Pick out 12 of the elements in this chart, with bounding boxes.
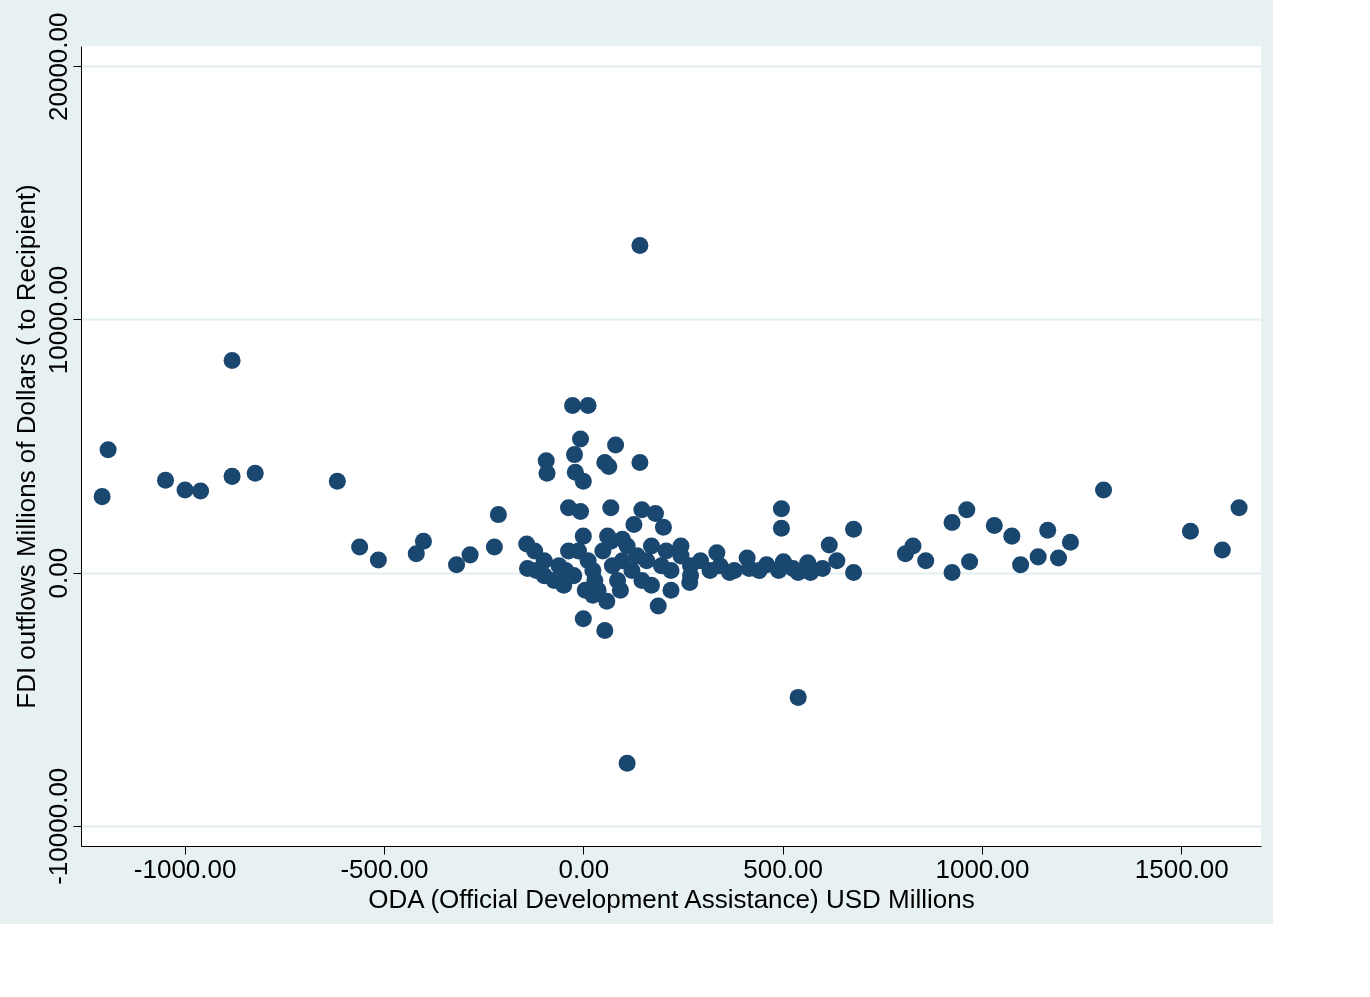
- y-tick-label: 10000.00: [42, 265, 73, 375]
- x-tick-label: -500.00: [340, 853, 429, 884]
- y-tick-label: -10000.00: [42, 767, 73, 885]
- x-tick-label: -1000.00: [133, 853, 237, 884]
- y-axis-title: FDI outflows Millions of Dollars ( to Recipient): [10, 184, 41, 709]
- x-tick-label: 0.00: [558, 853, 610, 884]
- x-tick-label: 1500.00: [1134, 853, 1229, 884]
- y-tick-label: 20000.00: [42, 12, 73, 121]
- x-tick-label: 500.00: [743, 853, 823, 884]
- x-axis-title: ODA (Official Development Assistance) USD Millions: [368, 883, 975, 914]
- x-tick-label: 1000.00: [935, 853, 1030, 884]
- y-tick-label: 0.00: [42, 547, 73, 599]
